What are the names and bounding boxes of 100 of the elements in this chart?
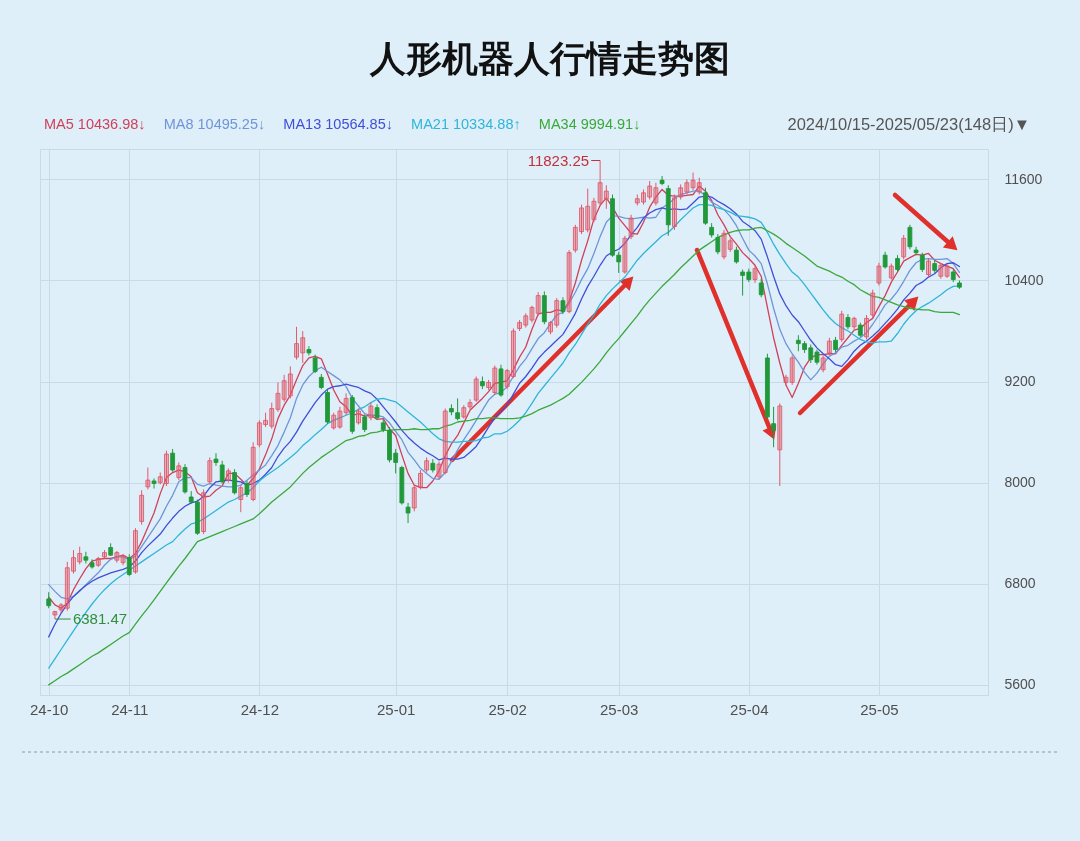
candlestick: [238, 484, 244, 513]
candlestick: [145, 467, 151, 490]
candlestick: [368, 402, 374, 421]
candlestick: [510, 327, 516, 379]
candlestick: [83, 551, 89, 565]
candlestick: [133, 527, 138, 575]
candlestick: [343, 392, 349, 416]
candlestick: [696, 177, 702, 195]
candlestick: [919, 252, 925, 273]
candlestick: [659, 175, 665, 186]
candlestick: [120, 553, 126, 566]
y-tick-label: 11600: [1004, 170, 1043, 187]
candlestick: [64, 561, 70, 612]
candlestick: [721, 229, 727, 260]
candlestick: [281, 374, 287, 403]
candlestick: [263, 412, 268, 428]
chart-title: 人形机器人行情走势图: [369, 38, 730, 79]
candlestick: [554, 297, 560, 329]
candlestick: [102, 549, 107, 559]
candlestick: [77, 546, 83, 565]
text: MA13 10564.85↓: [283, 116, 393, 132]
candlestick: [864, 314, 869, 340]
y-tick-label: 10400: [1004, 271, 1044, 288]
text: MA8 10495.25↓: [163, 116, 266, 132]
candlestick: [888, 263, 894, 281]
candlestick: [591, 197, 597, 223]
candlestick: [256, 419, 262, 448]
candlestick: [151, 477, 157, 490]
candlestick: [529, 305, 535, 324]
candlestick: [870, 289, 876, 319]
candlestick: [634, 194, 640, 206]
text: MA21 10334.88↑: [411, 116, 521, 132]
candlestick: [572, 224, 578, 254]
candlestick: [944, 263, 950, 279]
x-tick-label: 25-03: [600, 700, 639, 718]
text: MA5 10436.98↓: [44, 116, 146, 132]
text: MA34 9994.91↓: [538, 116, 641, 132]
candlestick: [820, 354, 826, 373]
candlestick: [839, 310, 845, 343]
candlestick: [473, 376, 479, 403]
candlestick: [628, 214, 634, 240]
candlestick: [603, 184, 609, 210]
x-tick-label: 25-04: [730, 700, 769, 718]
candlestick: [95, 556, 101, 568]
y-tick-label: 6800: [1004, 575, 1036, 592]
candlestick: [672, 194, 677, 231]
candlestick: [826, 337, 832, 356]
candlestick: [300, 330, 306, 364]
candlestick: [535, 291, 541, 317]
candlestick: [678, 183, 684, 201]
candlestick: [486, 379, 491, 391]
candlestick: [777, 402, 783, 487]
candlestick: [523, 312, 529, 329]
candlestick: [356, 408, 361, 426]
candlestick: [337, 406, 343, 430]
candlestick: [913, 246, 919, 256]
candlestick: [783, 374, 789, 387]
candlestick: [684, 178, 690, 195]
candlestick: [907, 224, 913, 250]
candlestick: [201, 488, 206, 535]
candlestick: [566, 249, 572, 314]
candlestick: [504, 368, 510, 390]
candlestick: [139, 489, 145, 526]
candlestick: [467, 398, 473, 410]
candlestick: [727, 237, 733, 253]
candlestick: [579, 204, 584, 235]
annotation: 11823.25: [527, 151, 590, 169]
candlestick: [690, 172, 696, 191]
text: 2024/10/15-2025/05/23(148日)▼: [787, 115, 1030, 133]
candlestick: [851, 316, 857, 330]
candlestick: [294, 326, 299, 361]
candlestick: [492, 365, 498, 396]
candlestick: [622, 235, 628, 275]
candlestick: [331, 412, 337, 431]
candlestick: [418, 469, 423, 490]
candlestick: [771, 406, 776, 448]
candlestick: [653, 182, 659, 206]
x-tick-label: 25-01: [376, 700, 416, 718]
candlestick: [424, 456, 430, 474]
candlestick: [585, 188, 591, 233]
candlestick: [938, 263, 944, 280]
candlestick: [715, 233, 721, 255]
candlestick: [71, 549, 76, 575]
candlestick: [164, 450, 169, 487]
candlestick: [275, 381, 281, 413]
candlestick: [411, 484, 417, 512]
candlestick: [219, 460, 225, 485]
candlestick: [752, 264, 758, 284]
candlestick: [548, 320, 553, 335]
y-tick-label: 8000: [1004, 474, 1036, 491]
candlestick: [287, 365, 293, 399]
candlestick: [52, 610, 58, 620]
candlestick: [647, 180, 653, 201]
candlestick: [58, 602, 64, 614]
candlestick: [597, 160, 603, 206]
candlestick: [157, 472, 163, 485]
candlestick: [213, 452, 219, 467]
candlestick: [436, 461, 442, 480]
candlestick: [232, 468, 237, 495]
x-tick-label: 24-11: [111, 700, 149, 718]
